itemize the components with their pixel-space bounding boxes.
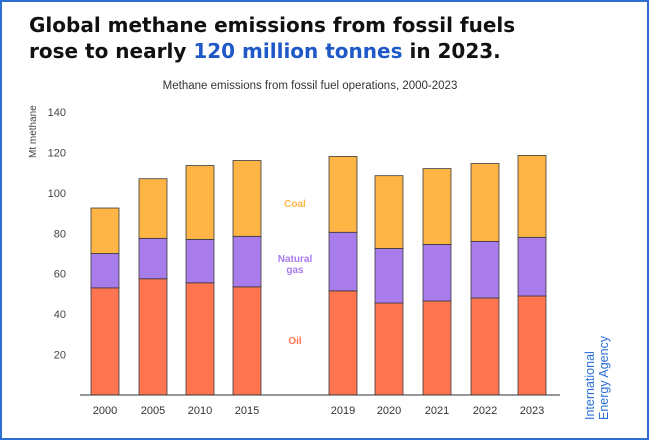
bar-oil-2000 <box>90 287 120 396</box>
bar-natural-gas-2019 <box>328 231 358 292</box>
bar-coal-2020 <box>374 175 404 249</box>
y-tick-label: 60 <box>54 269 66 281</box>
annotation-natural-gas: gas <box>286 265 304 276</box>
annotation-natural-gas: Natural <box>278 254 313 265</box>
headline-line-2-end: in 2023. <box>402 39 501 63</box>
bar-oil-2015 <box>232 286 262 396</box>
x-tick-label: 2019 <box>331 405 355 417</box>
headline: Global methane emissions from fossil fue… <box>29 12 629 64</box>
x-tick-label: 2015 <box>235 405 259 417</box>
bar-coal-2010 <box>185 165 215 240</box>
bar-coal-2019 <box>328 156 358 233</box>
y-tick-label: 80 <box>54 228 66 240</box>
bar-natural-gas-2020 <box>374 248 404 304</box>
iea-logo-text: International Energy Agency <box>583 336 611 420</box>
bar-coal-2023 <box>517 155 547 238</box>
bar-oil-2022 <box>470 297 500 396</box>
bar-oil-2020 <box>374 302 404 396</box>
y-tick-label: 20 <box>54 350 66 362</box>
brand-line-1: International <box>583 351 597 420</box>
x-tick-label: 2000 <box>93 405 117 417</box>
bar-oil-2005 <box>138 278 168 396</box>
bar-natural-gas-2022 <box>470 240 500 299</box>
x-tick-label: 2020 <box>377 405 401 417</box>
y-tick-label: 140 <box>48 107 66 119</box>
headline-highlight: 120 million tonnes <box>193 39 403 63</box>
chart-title: Methane emissions from fossil fuel opera… <box>162 80 458 92</box>
bar-natural-gas-2021 <box>422 244 452 302</box>
y-tick-label: 100 <box>48 188 66 200</box>
x-tick-label: 2005 <box>141 405 165 417</box>
headline-line-2-start: rose to nearly <box>29 39 194 63</box>
y-tick-label: 40 <box>54 309 66 321</box>
headline-line-1: Global methane emissions from fossil fue… <box>29 13 516 37</box>
bar-oil-2021 <box>422 300 452 396</box>
bar-coal-2022 <box>470 163 500 242</box>
bar-natural-gas-2010 <box>185 238 215 284</box>
x-tick-label: 2023 <box>520 405 544 417</box>
bar-coal-2000 <box>90 207 120 254</box>
annotation-coal: Coal <box>284 199 306 210</box>
y-tick-label: 120 <box>48 147 66 159</box>
bar-oil-2023 <box>517 295 547 396</box>
bar-coal-2021 <box>422 168 452 245</box>
brand-line-2: Energy Agency <box>597 335 611 420</box>
bar-coal-2015 <box>232 160 262 237</box>
bar-oil-2019 <box>328 290 358 396</box>
bar-natural-gas-2000 <box>90 253 120 289</box>
x-tick-label: 2022 <box>473 405 497 417</box>
bar-coal-2005 <box>138 178 168 239</box>
bar-natural-gas-2023 <box>517 236 547 297</box>
x-tick-label: 2010 <box>188 405 212 417</box>
bar-oil-2010 <box>185 282 215 396</box>
bar-natural-gas-2015 <box>232 235 262 288</box>
bar-natural-gas-2005 <box>138 237 168 280</box>
x-tick-label: 2021 <box>425 405 449 417</box>
annotation-oil: Oil <box>288 336 302 347</box>
